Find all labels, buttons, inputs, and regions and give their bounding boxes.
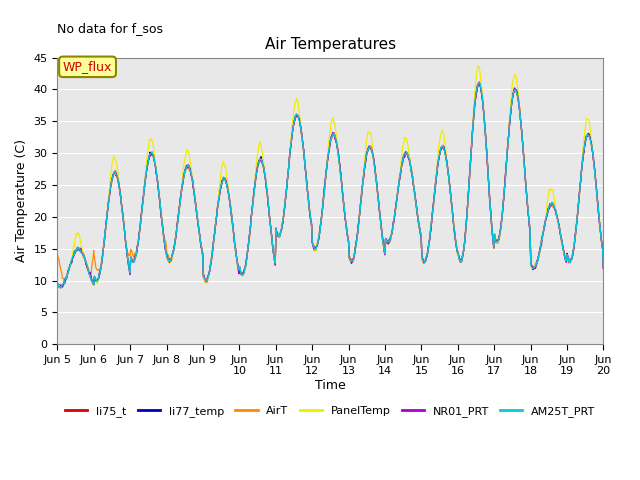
AirT bbox=[600, 264, 607, 270]
PanelTemp bbox=[600, 264, 607, 270]
PanelTemp bbox=[475, 63, 483, 69]
AirT bbox=[266, 221, 274, 227]
li77_temp bbox=[219, 177, 227, 183]
Line: li77_temp: li77_temp bbox=[58, 82, 604, 288]
li77_temp bbox=[600, 265, 607, 271]
PanelTemp bbox=[387, 231, 395, 237]
PanelTemp bbox=[219, 161, 227, 167]
AM25T_PRT bbox=[118, 208, 126, 214]
AM25T_PRT bbox=[246, 231, 253, 237]
AirT bbox=[476, 80, 483, 85]
AirT bbox=[219, 179, 227, 184]
NR01_PRT bbox=[387, 233, 395, 239]
Y-axis label: Air Temperature (C): Air Temperature (C) bbox=[15, 140, 28, 263]
AM25T_PRT bbox=[219, 179, 227, 185]
PanelTemp bbox=[118, 206, 126, 212]
li75_t bbox=[600, 264, 607, 270]
PanelTemp bbox=[418, 254, 426, 260]
PanelTemp bbox=[266, 223, 274, 229]
PanelTemp bbox=[54, 281, 61, 287]
li75_t bbox=[54, 280, 61, 286]
Text: WP_flux: WP_flux bbox=[63, 60, 112, 73]
li77_temp bbox=[56, 285, 64, 291]
li75_t bbox=[266, 220, 274, 226]
li75_t bbox=[387, 232, 395, 238]
li75_t bbox=[475, 80, 483, 86]
Line: AirT: AirT bbox=[58, 83, 604, 283]
Line: NR01_PRT: NR01_PRT bbox=[58, 84, 604, 288]
AM25T_PRT bbox=[476, 80, 483, 86]
li77_temp bbox=[246, 231, 253, 237]
AM25T_PRT bbox=[600, 263, 607, 269]
NR01_PRT bbox=[418, 253, 426, 259]
NR01_PRT bbox=[54, 284, 61, 289]
li77_temp bbox=[266, 220, 274, 226]
AirT bbox=[418, 256, 426, 262]
Title: Air Temperatures: Air Temperatures bbox=[265, 37, 396, 52]
NR01_PRT bbox=[56, 285, 64, 290]
AM25T_PRT bbox=[56, 285, 64, 290]
AirT bbox=[118, 201, 125, 206]
li77_temp bbox=[418, 254, 426, 260]
li77_temp bbox=[387, 232, 395, 238]
NR01_PRT bbox=[266, 221, 274, 227]
li77_temp bbox=[118, 207, 126, 213]
AM25T_PRT bbox=[418, 254, 426, 260]
AirT bbox=[246, 234, 253, 240]
li75_t bbox=[418, 255, 426, 261]
AirT bbox=[54, 252, 61, 258]
li77_temp bbox=[476, 79, 483, 85]
X-axis label: Time: Time bbox=[315, 379, 346, 392]
Line: PanelTemp: PanelTemp bbox=[58, 66, 604, 288]
NR01_PRT bbox=[475, 81, 483, 86]
AM25T_PRT bbox=[54, 280, 61, 286]
NR01_PRT bbox=[246, 232, 253, 238]
li75_t bbox=[118, 205, 126, 211]
li75_t bbox=[246, 231, 253, 237]
li75_t bbox=[219, 178, 227, 184]
AirT bbox=[202, 280, 210, 286]
PanelTemp bbox=[246, 233, 253, 239]
AirT bbox=[387, 233, 395, 239]
NR01_PRT bbox=[219, 177, 227, 182]
Line: AM25T_PRT: AM25T_PRT bbox=[58, 83, 604, 288]
Text: No data for f_sos: No data for f_sos bbox=[58, 22, 163, 35]
li77_temp bbox=[54, 280, 61, 286]
li75_t bbox=[57, 285, 65, 291]
NR01_PRT bbox=[600, 265, 607, 271]
Line: li75_t: li75_t bbox=[58, 83, 604, 288]
AM25T_PRT bbox=[387, 232, 395, 238]
AM25T_PRT bbox=[266, 221, 274, 227]
NR01_PRT bbox=[118, 206, 126, 212]
Legend: li75_t, li77_temp, AirT, PanelTemp, NR01_PRT, AM25T_PRT: li75_t, li77_temp, AirT, PanelTemp, NR01… bbox=[61, 401, 600, 421]
PanelTemp bbox=[57, 285, 65, 291]
